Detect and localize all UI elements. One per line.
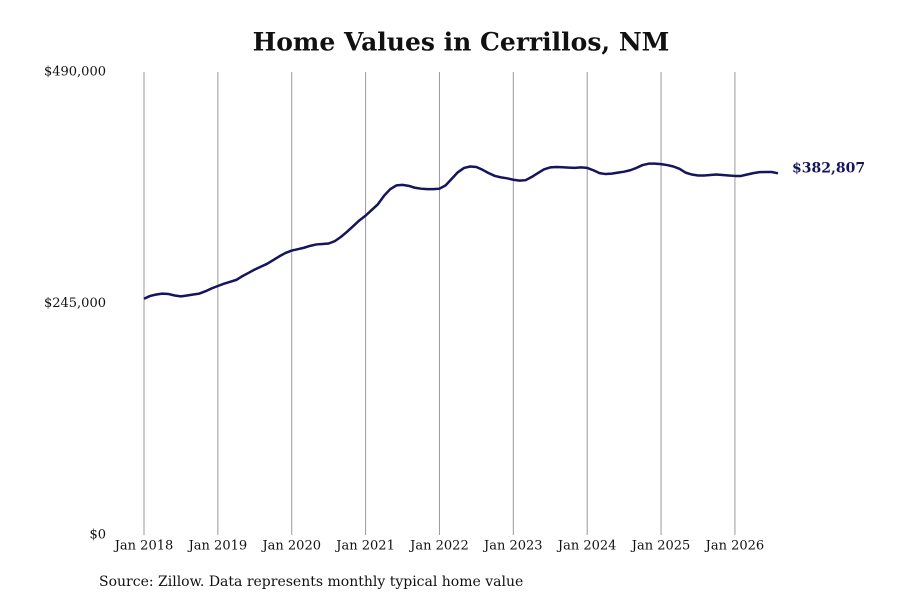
x-tick-label: Jan 2021 — [334, 539, 395, 554]
y-tick-label: $0 — [89, 528, 106, 543]
value-label: $382,807 — [792, 160, 865, 176]
source-note: Source: Zillow. Data represents monthly … — [99, 574, 523, 590]
x-tick-label: Jan 2026 — [704, 539, 765, 554]
x-tick-label: Jan 2025 — [630, 539, 691, 554]
x-tick-label: Jan 2018 — [113, 539, 174, 554]
x-tick-label: Jan 2024 — [556, 539, 617, 554]
line — [143, 162, 779, 300]
x-tick-label: Jan 2023 — [482, 539, 543, 554]
x-tick-label: Jan 2020 — [260, 539, 321, 554]
x-tick-label: Jan 2019 — [187, 539, 248, 554]
chart-title: Home Values in Cerrillos, NM — [253, 28, 670, 57]
y-tick-label: $490,000 — [44, 65, 106, 80]
y-tick-label: $245,000 — [44, 296, 106, 311]
x-tick-label: Jan 2022 — [408, 539, 469, 554]
